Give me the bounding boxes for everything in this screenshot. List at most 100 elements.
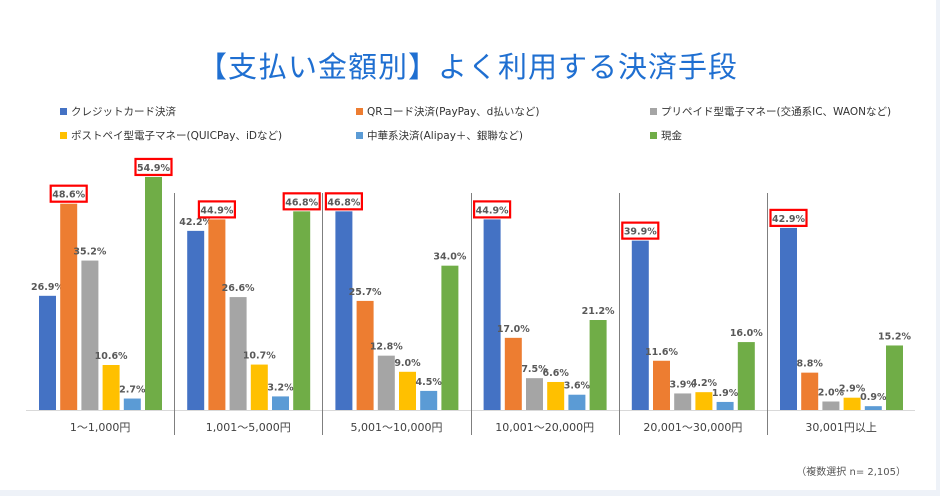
data-label: 54.9%: [137, 163, 170, 174]
legend-item: プリペイド型電子マネー(交通系IC、WAONなど): [650, 104, 891, 119]
legend-item: QRコード決済(PayPay、d払いなど): [356, 104, 539, 119]
bar: [293, 211, 311, 410]
data-label: 10.7%: [243, 351, 276, 362]
data-label: 44.9%: [200, 205, 233, 216]
bar: [187, 230, 205, 410]
data-label: 25.7%: [349, 287, 382, 298]
data-label: 2.9%: [839, 384, 866, 395]
legend-item: クレジットカード決済: [60, 104, 176, 119]
legend-label: ポストペイ型電子マネー(QUICPay、iDなど): [71, 130, 283, 142]
data-label: 8.8%: [797, 359, 824, 370]
bar: [483, 219, 501, 410]
bar: [526, 378, 543, 410]
data-label: 34.0%: [433, 252, 466, 263]
bar: [864, 406, 882, 410]
bar: [801, 372, 819, 410]
highlight-box: [282, 192, 321, 211]
legend-label: 中華系決済(Alipay＋、銀聯など): [367, 130, 524, 142]
bar: [568, 394, 586, 410]
bar: [39, 295, 56, 410]
bar: [653, 360, 670, 410]
data-label: 0.9%: [860, 392, 887, 403]
bar: [737, 342, 755, 410]
legend-item: 現金: [650, 128, 682, 143]
bar: [441, 265, 459, 410]
category-label: 5,001～10,000円: [351, 421, 443, 434]
data-label: 46.8%: [285, 197, 318, 208]
legend-swatch: [650, 108, 657, 115]
sample-note: （複数選択 n= 2,105）: [796, 467, 906, 478]
legend-label: プリペイド型電子マネー(交通系IC、WAONなど): [661, 106, 892, 118]
legend-swatch: [356, 108, 363, 115]
data-label: 11.6%: [645, 347, 678, 358]
data-label: 48.6%: [52, 190, 85, 201]
bar: [250, 364, 268, 410]
data-label: 17.0%: [497, 324, 530, 335]
bar: [547, 381, 565, 410]
bar: [208, 219, 226, 410]
chart-title: 【支払い金額別】よく利用する決済手段: [197, 50, 738, 84]
legend-swatch: [60, 132, 67, 139]
bar: [886, 345, 903, 410]
data-label: 46.8%: [327, 197, 360, 208]
legend-label: 現金: [661, 130, 682, 142]
legend-label: クレジットカード決済: [71, 106, 176, 118]
category-label: 1,001～5,000円: [206, 421, 291, 434]
highlight-box: [473, 200, 512, 219]
highlight-box: [769, 208, 808, 227]
category-label: 20,001～30,000円: [643, 421, 742, 434]
data-label: 2.7%: [119, 385, 146, 396]
data-label: 12.8%: [370, 342, 403, 353]
bar: [335, 211, 353, 410]
bar: [356, 300, 374, 410]
legend-item: 中華系決済(Alipay＋、銀聯など): [356, 128, 523, 143]
data-label: 44.9%: [476, 205, 509, 216]
data-label: 7.5%: [521, 364, 548, 375]
bar: [229, 297, 247, 410]
data-label: 4.5%: [416, 377, 443, 388]
bar: [716, 401, 734, 410]
bar: [589, 320, 607, 410]
data-label: 3.9%: [670, 379, 697, 390]
bar: [102, 365, 120, 410]
bar: [60, 203, 78, 410]
data-label: 16.0%: [730, 328, 763, 339]
data-label: 9.0%: [394, 358, 421, 369]
highlight-box: [324, 192, 363, 211]
bar: [504, 337, 522, 410]
legend-swatch: [650, 132, 657, 139]
category-label: 30,001円以上: [805, 421, 877, 434]
bar: [843, 397, 861, 410]
highlight-box: [49, 184, 88, 203]
highlight-box: [197, 200, 236, 219]
data-label: 1.9%: [712, 388, 739, 399]
category-label: 1～1,000円: [70, 421, 131, 434]
legend-swatch: [356, 132, 363, 139]
highlight-box: [621, 221, 660, 240]
bar: [822, 401, 840, 410]
category-label: 10,001～20,000円: [495, 421, 594, 434]
data-label: 39.9%: [624, 227, 657, 238]
bar: [631, 240, 649, 410]
data-label: 35.2%: [73, 247, 106, 258]
data-label: 2.0%: [818, 388, 845, 399]
data-label: 15.2%: [878, 331, 911, 342]
data-label: 42.9%: [772, 214, 805, 225]
data-label: 3.6%: [564, 381, 591, 392]
data-label: 26.6%: [222, 283, 255, 294]
data-label: 4.2%: [691, 378, 718, 389]
bar: [695, 392, 713, 410]
bar: [272, 396, 289, 410]
data-label: 10.6%: [95, 351, 128, 362]
data-label: 21.2%: [582, 306, 615, 317]
highlight-box: [134, 157, 173, 177]
bar: [377, 355, 395, 410]
bar: [145, 176, 162, 410]
data-label: 3.2%: [267, 382, 294, 393]
data-label: 6.6%: [543, 368, 570, 379]
legend-swatch: [60, 108, 67, 115]
data-label: 26.9%: [31, 282, 64, 293]
bar: [399, 371, 416, 410]
